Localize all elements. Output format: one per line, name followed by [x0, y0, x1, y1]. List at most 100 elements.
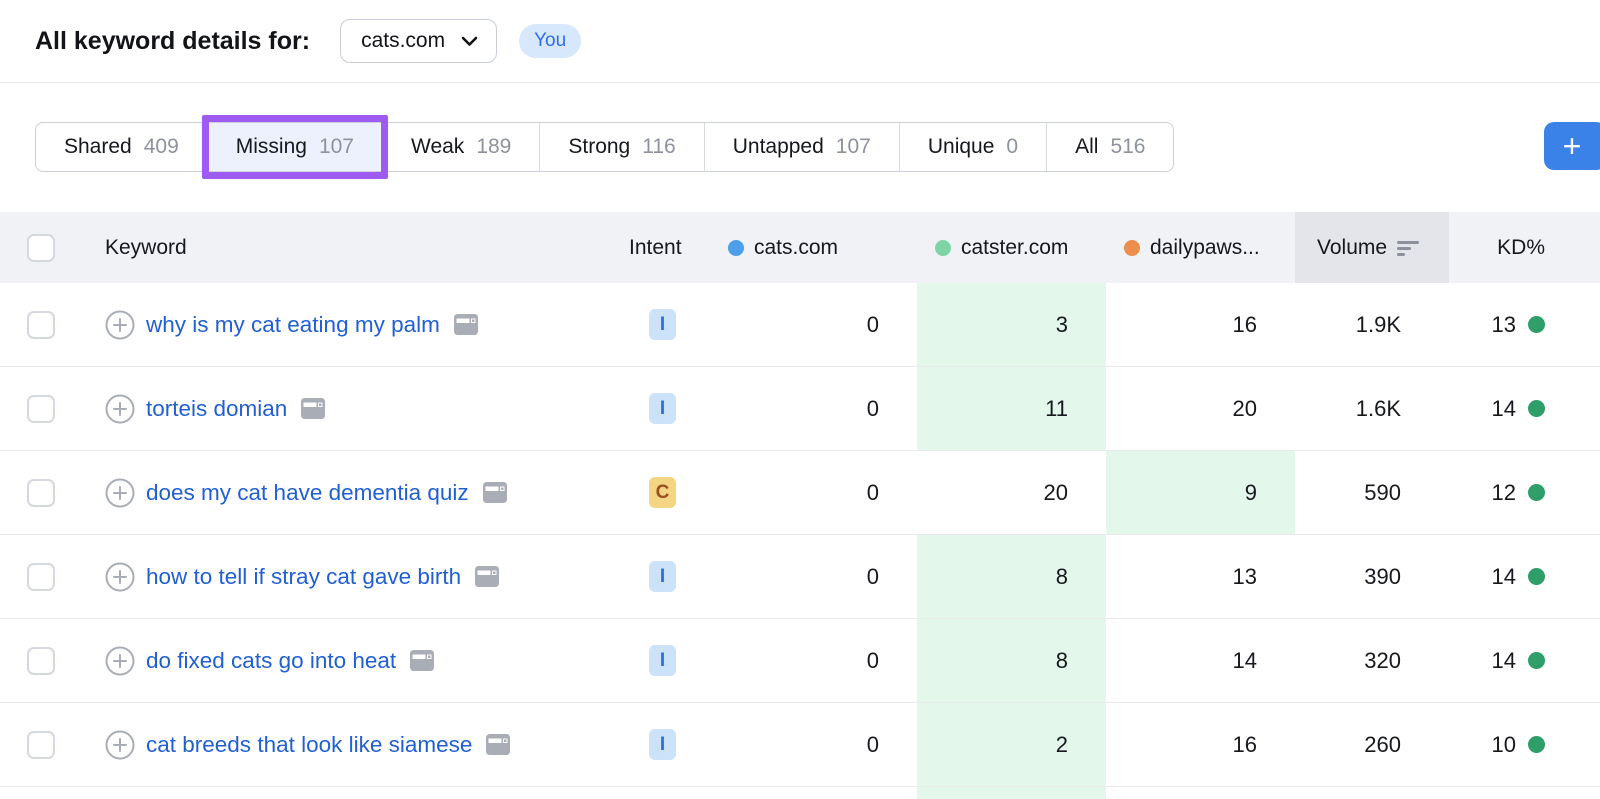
serp-features-icon[interactable]: [486, 734, 511, 755]
table-row: does my cat have dementia quiz C 0 20 9 …: [0, 451, 1600, 535]
add-keyword-icon[interactable]: [105, 646, 135, 676]
tab-count: 116: [642, 135, 676, 158]
you-badge: You: [519, 24, 582, 58]
domain-selector-value: cats.com: [361, 29, 446, 52]
volume-value: 320: [1364, 647, 1401, 673]
row-checkbox[interactable]: [27, 394, 55, 423]
cats-com-dot: [728, 239, 744, 256]
column-header-catster-com[interactable]: catster.com: [917, 212, 1106, 283]
add-keyword-icon[interactable]: [105, 394, 135, 424]
tab-weak[interactable]: Weak 189: [383, 123, 541, 171]
dailypaws-position: 20: [1232, 395, 1257, 421]
tab-label: Missing: [235, 135, 307, 158]
tab-untapped[interactable]: Untapped 107: [705, 123, 900, 171]
page-header: All keyword details for: cats.com You: [0, 0, 1600, 83]
catster-com-position: 11: [917, 367, 1106, 450]
tab-count: 409: [143, 135, 179, 158]
table-row: torteis domian I 0 11 20 1.6K 14: [0, 367, 1600, 451]
column-header-dailypaws[interactable]: dailypaws...: [1106, 212, 1295, 283]
keyword-link[interactable]: torteis domian: [146, 395, 288, 421]
add-keyword-icon[interactable]: [105, 562, 135, 592]
row-checkbox[interactable]: [27, 646, 55, 675]
cats-com-position: 0: [866, 563, 879, 589]
sort-descending-icon: [1397, 240, 1421, 256]
tab-all[interactable]: All 516: [1047, 123, 1173, 171]
kd-difficulty-dot: [1528, 736, 1545, 753]
serp-features-icon[interactable]: [475, 566, 500, 587]
row-checkbox[interactable]: [27, 478, 55, 507]
tab-missing[interactable]: Missing 107: [201, 115, 389, 179]
keyword-link[interactable]: how to tell if stray cat gave birth: [146, 563, 462, 589]
keyword-link[interactable]: does my cat have dementia quiz: [146, 479, 469, 505]
serp-features-icon[interactable]: [301, 398, 326, 419]
table-row: why is my cat eating my palm I 0 3 16 1.…: [0, 283, 1600, 367]
table-row-partial: [0, 787, 1600, 799]
serp-features-icon[interactable]: [453, 314, 478, 335]
add-keyword-icon[interactable]: [105, 310, 135, 340]
dailypaws-position: 13: [1232, 563, 1257, 589]
kd-difficulty-dot: [1528, 484, 1545, 501]
intent-badge: I: [649, 561, 676, 592]
tab-unique[interactable]: Unique 0: [900, 123, 1048, 171]
cats-com-position: 0: [866, 479, 879, 505]
dailypaws-position: 16: [1232, 311, 1257, 337]
add-keyword-icon[interactable]: [105, 478, 135, 508]
dailypaws-dot: [1124, 239, 1140, 256]
tab-label: Shared: [64, 135, 132, 158]
kd-value: 10: [1491, 731, 1516, 757]
dailypaws-position: 14: [1232, 647, 1257, 673]
volume-value: 1.6K: [1355, 395, 1401, 421]
kd-cell: 14: [1449, 535, 1600, 618]
intent-badge: I: [649, 645, 676, 676]
tab-count: 0: [1006, 135, 1019, 158]
intent-badge: I: [649, 729, 676, 760]
cats-com-position: 0: [866, 395, 879, 421]
dailypaws-position: 9: [1106, 451, 1295, 534]
row-checkbox[interactable]: [27, 562, 55, 591]
keyword-type-tabs: Shared 409 Missing 107 Weak 189 Strong 1…: [35, 115, 1175, 179]
add-keyword-icon[interactable]: [105, 730, 135, 760]
kd-cell: 13: [1449, 283, 1600, 366]
tab-count: 107: [835, 135, 871, 158]
catster-com-position: 3: [917, 283, 1106, 366]
volume-value: 260: [1364, 731, 1401, 757]
keyword-link[interactable]: cat breeds that look like siamese: [146, 731, 473, 757]
column-header-intent[interactable]: Intent: [629, 235, 682, 259]
row-checkbox[interactable]: [27, 310, 55, 339]
tab-strong[interactable]: Strong 116: [540, 123, 705, 171]
column-header-volume[interactable]: Volume: [1295, 212, 1449, 283]
kd-cell: 14: [1449, 619, 1600, 702]
dailypaws-position: 16: [1232, 731, 1257, 757]
column-header-keyword[interactable]: Keyword: [105, 235, 187, 259]
kd-cell: 12: [1449, 451, 1600, 534]
tab-count: 107: [318, 135, 354, 158]
column-header-cats-com[interactable]: cats.com: [710, 212, 917, 283]
domain-selector-dropdown[interactable]: cats.com: [340, 19, 498, 63]
intent-badge: C: [649, 477, 676, 508]
select-all-checkbox[interactable]: [27, 233, 55, 262]
tab-count: 189: [476, 135, 512, 158]
kd-difficulty-dot: [1528, 652, 1545, 669]
competitor-label: dailypaws...: [1150, 235, 1260, 259]
volume-value: 390: [1364, 563, 1401, 589]
row-checkbox[interactable]: [27, 730, 55, 759]
serp-features-icon[interactable]: [410, 650, 435, 671]
serp-features-icon[interactable]: [482, 482, 507, 503]
keyword-link[interactable]: why is my cat eating my palm: [146, 311, 440, 337]
table-header-row: Keyword Intent cats.com catster.com dail…: [0, 212, 1600, 283]
keyword-link[interactable]: do fixed cats go into heat: [146, 647, 397, 673]
volume-label: Volume: [1317, 235, 1388, 259]
add-to-list-button[interactable]: +: [1544, 122, 1600, 170]
table-row: how to tell if stray cat gave birth I 0 …: [0, 535, 1600, 619]
tab-label: Untapped: [732, 135, 824, 158]
tab-label: Unique: [927, 135, 995, 158]
competitor-label: cats.com: [754, 235, 839, 259]
kd-cell: 10: [1449, 703, 1600, 786]
column-header-kd[interactable]: KD%: [1497, 235, 1545, 259]
table-row: do fixed cats go into heat I 0 8 14 320 …: [0, 619, 1600, 703]
kd-difficulty-dot: [1528, 400, 1545, 417]
page-title: All keyword details for:: [35, 26, 311, 55]
tab-shared[interactable]: Shared 409: [36, 123, 208, 171]
kd-value: 12: [1491, 479, 1516, 505]
kd-value: 14: [1491, 395, 1516, 421]
